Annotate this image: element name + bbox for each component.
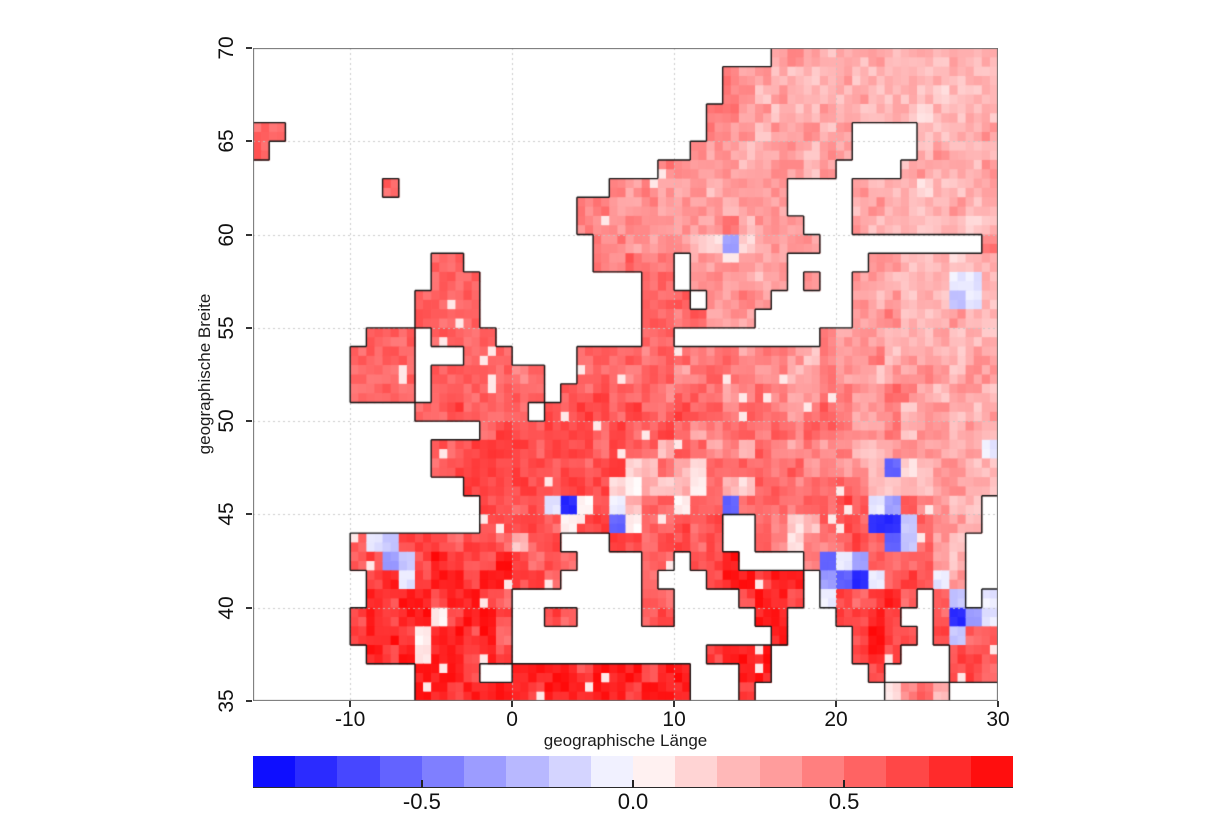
x-tick-mark [673, 701, 676, 707]
colorbar-segment [970, 756, 1013, 787]
x-tick-label: 10 [662, 708, 686, 731]
y-tick-label: 35 [215, 689, 238, 713]
colorbar-tick-label: -0.5 [402, 789, 441, 814]
y-tick-mark [246, 420, 252, 423]
colorbar-segment [590, 756, 633, 787]
y-tick-label: 55 [215, 316, 238, 340]
x-tick-label: -10 [334, 708, 366, 731]
y-tick-mark [246, 140, 252, 143]
x-tick-mark [997, 701, 999, 707]
y-tick-label: 50 [215, 409, 238, 433]
colorbar-segment [337, 756, 380, 787]
x-tick-label: 0 [506, 708, 518, 731]
colorbar-segment [506, 756, 549, 787]
x-tick-mark [349, 701, 352, 707]
y-tick-label: 45 [215, 502, 238, 527]
x-tick-label: 20 [824, 708, 848, 731]
colorbar-segment [379, 756, 422, 787]
y-tick-mark [246, 606, 252, 609]
colorbar-segment [801, 756, 845, 787]
x-tick-label: 30 [986, 708, 1010, 731]
y-tick-mark [246, 47, 252, 49]
colorbar-tick-mark [632, 780, 634, 788]
x-axis-title: geographische Länge [543, 731, 708, 750]
europe-anomaly-heatmap-canvas [253, 48, 998, 701]
x-tick-mark [511, 701, 514, 707]
colorbar-segment [675, 756, 718, 787]
y-tick-mark [246, 326, 252, 329]
colorbar-segment [928, 756, 971, 787]
colorbar-segment [464, 756, 507, 787]
y-axis-title: geographische Breite [195, 293, 214, 455]
colorbar-tick-mark [843, 780, 846, 788]
x-tick-mark [835, 701, 838, 707]
colorbar-tick-mark [420, 780, 423, 788]
y-tick-mark [246, 700, 252, 702]
colorbar-segment [632, 756, 676, 787]
y-tick-mark [246, 513, 252, 516]
colorbar-segment [253, 756, 296, 787]
colorbar-segment [295, 756, 338, 787]
y-tick-label: 40 [215, 596, 238, 620]
colorbar-segment [548, 756, 591, 787]
colorbar-segment [844, 756, 887, 787]
colorbar-segment [421, 756, 465, 787]
y-tick-label: 70 [215, 36, 238, 60]
colorbar-segment [759, 756, 802, 787]
y-tick-mark [246, 233, 252, 236]
colorbar [253, 756, 1013, 788]
colorbar-segment [717, 756, 760, 787]
y-tick-label: 60 [215, 222, 238, 247]
colorbar-segment [886, 756, 929, 787]
colorbar-tick-label: 0.5 [828, 789, 860, 814]
colorbar-tick-label: 0.0 [617, 789, 649, 814]
y-tick-label: 65 [215, 129, 238, 153]
